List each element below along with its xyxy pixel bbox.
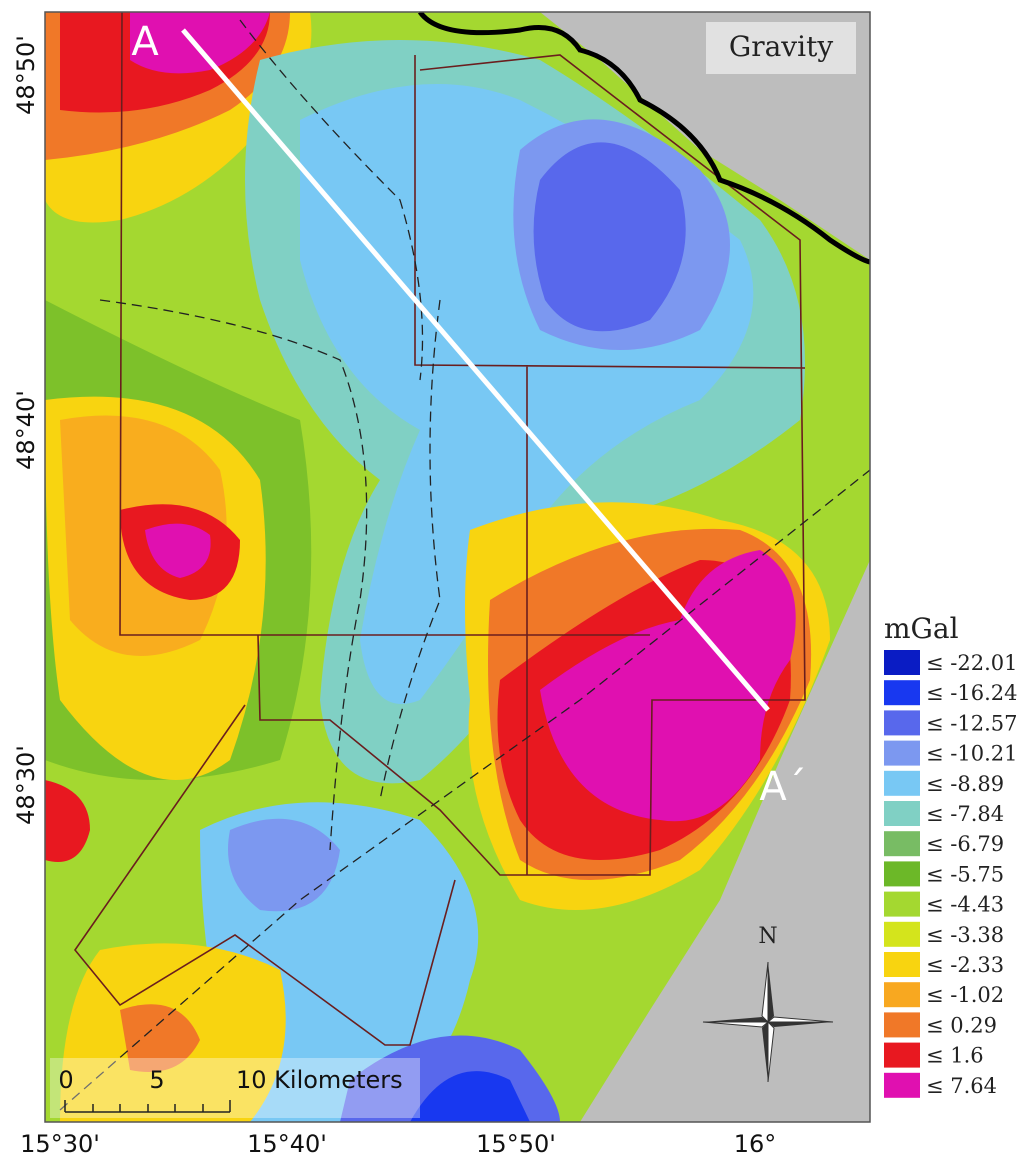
legend-label: ≤ 1.6	[926, 1044, 984, 1068]
legend-swatch	[884, 650, 920, 675]
north-label: N	[758, 924, 777, 949]
legend-swatch	[884, 861, 920, 887]
legend-swatch	[884, 740, 920, 766]
legend-swatch	[884, 680, 920, 706]
legend-swatch	[884, 921, 920, 947]
scale-bar	[64, 1100, 231, 1113]
legend-label: ≤ -4.43	[926, 893, 1004, 917]
legend-label: ≤ -6.79	[926, 832, 1004, 856]
profile-start: A	[131, 19, 159, 65]
legend-label: ≤ -3.38	[926, 923, 1004, 947]
lon-label: 15°30'	[20, 1130, 100, 1158]
scale-label: 5	[149, 1066, 164, 1094]
gravity-map	[45, 12, 870, 1122]
legend-swatch	[884, 831, 920, 857]
legend-label: ≤ 7.64	[926, 1074, 997, 1098]
legend-swatch	[884, 1012, 920, 1038]
lon-labels: 15°30' 15°40' 15°50' 16°	[20, 1130, 776, 1158]
legend: ≤ -22.01 ≤ -16.24 ≤ -12.57 ≤ -10.21 ≤ -8.89 ≤…	[884, 650, 1018, 1098]
legend-swatch	[884, 770, 920, 796]
legend-swatch	[884, 952, 920, 977]
legend-swatch	[884, 891, 920, 917]
legend-label: ≤ 0.29	[926, 1013, 997, 1037]
profile-end: A´	[759, 764, 806, 810]
scale-label: 10 Kilometers	[236, 1066, 403, 1094]
lon-label: 15°40'	[247, 1130, 327, 1158]
legend-label: ≤ -7.84	[926, 802, 1004, 826]
legend-label: ≤ -22.01	[926, 651, 1018, 675]
north-arrow	[702, 961, 834, 1083]
legend-swatch	[884, 1072, 920, 1098]
legend-label: ≤ -12.57	[926, 711, 1018, 735]
legend-swatch	[884, 710, 920, 736]
legend-label: ≤ -8.89	[926, 772, 1004, 796]
map-title: Gravity	[729, 30, 833, 63]
legend-swatch	[884, 1042, 920, 1068]
lat-labels: 48°50' 48°40' 48°30'	[12, 35, 40, 825]
legend-label: ≤ -10.21	[926, 742, 1018, 766]
legend-swatch	[884, 982, 920, 1008]
lat-label: 48°50'	[12, 35, 40, 115]
lat-label: 48°40'	[12, 390, 40, 470]
legend-title: mGal	[884, 612, 959, 645]
legend-label: ≤ -1.02	[926, 983, 1004, 1007]
lon-label: 15°50'	[476, 1130, 556, 1158]
scale-label: 0	[58, 1066, 73, 1094]
legend-label: ≤ -16.24	[926, 681, 1018, 705]
legend-label: ≤ -2.33	[926, 953, 1004, 977]
lat-label: 48°30'	[12, 745, 40, 825]
lon-label: 16°	[734, 1130, 777, 1158]
legend-label: ≤ -5.75	[926, 862, 1004, 886]
legend-swatch	[884, 801, 920, 826]
profile-line	[181, 28, 770, 712]
